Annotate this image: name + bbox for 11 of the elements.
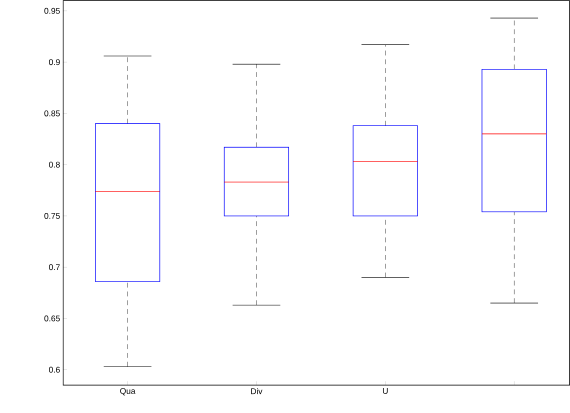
x-tick-label: Div <box>251 388 262 394</box>
y-tick-label: 0.9 <box>48 59 60 66</box>
y-tick-label: 0.7 <box>48 264 60 270</box>
x-tick-label: U <box>382 388 388 394</box>
x-tick-label: Qua <box>120 388 136 396</box>
y-tick-label: 0.6 <box>48 366 60 373</box>
y-tick-label: 0.8 <box>48 162 60 168</box>
y-tick-label: 0.65 <box>44 316 60 322</box>
y-tick-label: 0.85 <box>44 110 60 116</box>
y-tick-label: 0.75 <box>44 213 60 219</box>
y-tick-label: 0.95 <box>44 8 60 14</box>
